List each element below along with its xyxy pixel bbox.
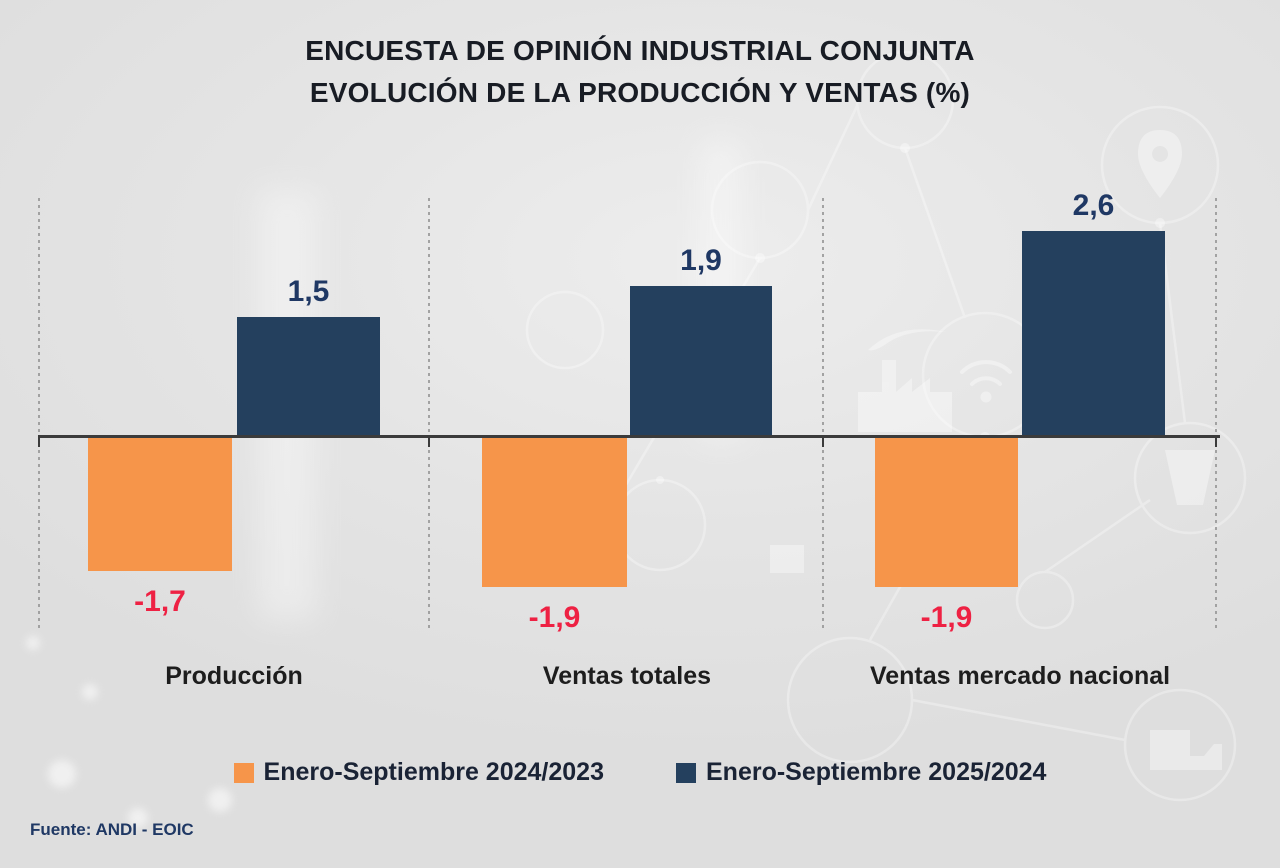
x-axis-line	[38, 435, 1220, 438]
legend-label-2024-2023: Enero-Septiembre 2024/2023	[263, 758, 604, 786]
category-separator-line	[38, 198, 40, 630]
bokeh-light	[82, 684, 98, 700]
bokeh-light	[26, 636, 40, 650]
axis-tick	[822, 438, 824, 447]
category-separator-line	[822, 198, 824, 630]
bar-ventas-totales-2024-2023: -1,9	[482, 438, 627, 634]
source-note: Fuente: ANDI - EOIC	[30, 820, 194, 839]
value-label-ventas-mercado-nacional-2024-2023: -1,9	[920, 601, 973, 635]
network-link-line	[911, 698, 1126, 742]
bar-produccion-2024-2023: -1,7	[88, 438, 232, 618]
value-label-ventas-totales-2024-2023: -1,9	[528, 601, 581, 635]
axis-tick	[38, 438, 40, 447]
axis-tick	[428, 438, 430, 447]
value-label-produccion-2025-2024: 1,5	[287, 275, 330, 309]
network-circle-icon	[786, 636, 914, 764]
legend-item-2024-2023: Enero-Septiembre 2024/2023	[233, 758, 604, 787]
legend-item-2025-2024: Enero-Septiembre 2025/2024	[676, 758, 1046, 787]
bokeh-light	[208, 788, 232, 812]
category-separator-line	[1215, 198, 1217, 630]
value-label-ventas-totales-2025-2024: 1,9	[680, 243, 722, 277]
bokeh-light	[48, 760, 76, 788]
category-label-ventas-totales: Ventas totales	[542, 662, 712, 690]
network-link-line	[806, 105, 859, 211]
legend-swatch-orange	[233, 762, 254, 783]
bar-produccion-2025-2024: 1,5	[237, 275, 380, 435]
legend-label-2025-2024: Enero-Septiembre 2025/2024	[706, 758, 1047, 786]
legend: Enero-Septiembre 2024/2023 Enero-Septiem…	[0, 758, 1280, 787]
category-label-ventas-mercado-nacional: Ventas mercado nacional	[869, 662, 1171, 690]
axis-tick	[1215, 438, 1217, 447]
chart-title: ENCUESTA DE OPINIÓN INDUSTRIAL CONJUNTA …	[0, 30, 1280, 114]
category-separator-line	[428, 198, 430, 630]
network-node-dot	[900, 143, 910, 153]
bokeh-light	[128, 808, 148, 828]
location-pin-icon	[1138, 130, 1182, 198]
category-label-produccion: Producción	[165, 662, 303, 690]
bar-ventas-mercado-nacional-2024-2023: -1,9	[875, 438, 1018, 634]
value-label-produccion-2024-2023: -1,7	[134, 585, 186, 619]
bar-ventas-mercado-nacional-2025-2024: 2,6	[1022, 189, 1165, 435]
chart-title-line1: ENCUESTA DE OPINIÓN INDUSTRIAL CONJUNTA	[305, 35, 975, 66]
legend-swatch-navy	[676, 762, 696, 783]
chart-title-line2: EVOLUCIÓN DE LA PRODUCCIÓN Y VENTAS (%)	[309, 77, 971, 108]
bar-ventas-totales-2025-2024: 1,9	[630, 244, 772, 435]
value-label-ventas-mercado-nacional-2025-2024: 2,6	[1072, 188, 1115, 222]
plot-area: -1,7 1,5 -1,9 1,9 -1,9 2,6	[38, 189, 1220, 634]
